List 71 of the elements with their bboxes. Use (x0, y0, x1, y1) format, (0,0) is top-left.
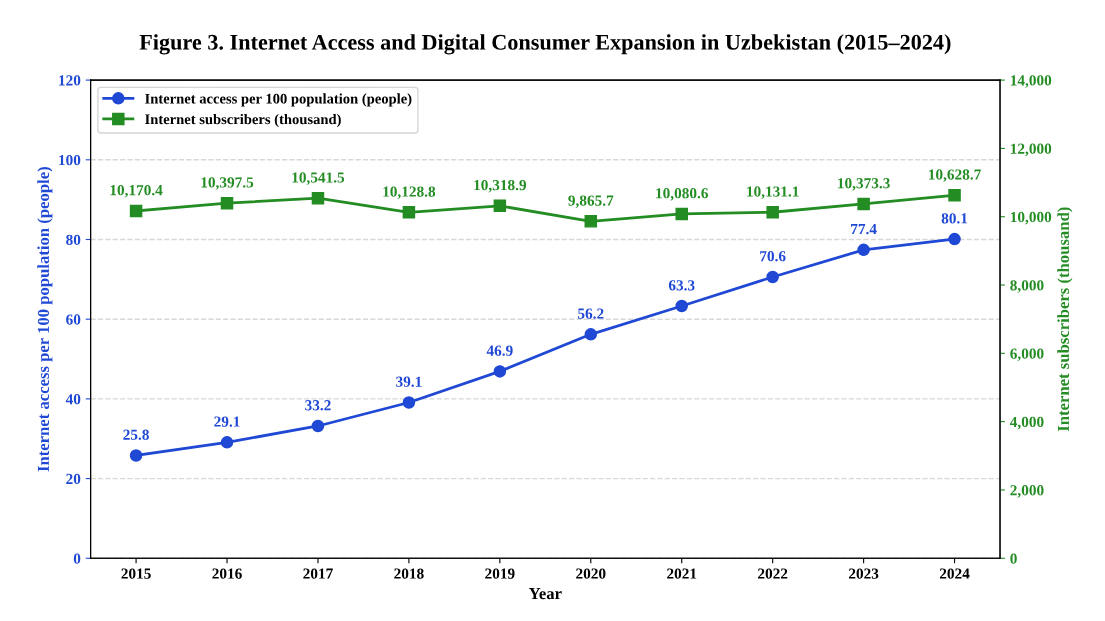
x-tick-label: 2017 (303, 568, 333, 579)
y2-tick-label: 4,000 (1009, 416, 1044, 430)
data-label: 10,397.5 (201, 177, 254, 190)
y2-axis-title: Internet subscribers (thousand) (1057, 207, 1073, 432)
y2-tick-label: 8,000 (1010, 280, 1044, 293)
y2-tick-label: 0 (1010, 553, 1017, 564)
point (311, 191, 325, 205)
x-tick-label: 2022 (758, 568, 788, 579)
point (948, 189, 961, 202)
point (675, 299, 688, 313)
chart-title: Figure 3. Internet Access and Digital Consumer Expansion in Uzbekistan (2015–2024) (139, 34, 951, 55)
data-label: 10,131.1 (747, 186, 799, 199)
data-label: 29.1 (214, 416, 240, 427)
data-label: 39.1 (396, 376, 422, 387)
y2-tick-label: 10,000 (1010, 211, 1052, 225)
x-axis-title: Year (528, 588, 562, 600)
x-tick-label: 2021 (667, 568, 697, 579)
y2-tick-label: 6,000 (1010, 348, 1044, 362)
x-tick-label: 2020 (576, 568, 606, 579)
data-label: 46.9 (486, 345, 513, 356)
point (584, 328, 598, 341)
x-tick-label: 2023 (848, 568, 879, 579)
y-axis-title: Internet access per 100 population (people) (37, 167, 53, 472)
point (766, 206, 779, 219)
point (129, 204, 143, 218)
data-label: 10,541.5 (292, 172, 345, 185)
point (220, 436, 234, 449)
data-label: 33.2 (305, 400, 331, 411)
point (402, 206, 416, 219)
legend-label: Internet subscribers (thousand) (145, 113, 341, 128)
y2-tick-label: 14,000 (1010, 75, 1052, 88)
data-label: 77.4 (851, 224, 877, 235)
data-label: 10,080.6 (656, 188, 709, 201)
point (675, 207, 688, 221)
x-tick-label: 2024 (939, 568, 970, 579)
point (493, 365, 507, 378)
data-label: 70.6 (760, 251, 786, 262)
data-label: 25.8 (123, 429, 149, 440)
data-label: 10,128.8 (383, 186, 436, 199)
y-tick-label: 0 (73, 553, 81, 564)
point (857, 197, 870, 211)
x-tick-label: 2019 (485, 568, 515, 579)
y2-tick-label: 2,000 (1010, 485, 1044, 498)
point (311, 419, 325, 433)
y-tick-label: 80 (66, 234, 81, 245)
data-label: 56.2 (578, 308, 604, 319)
legend-label: Internet access per 100 population (people) (145, 93, 412, 107)
x-tick-label: 2016 (212, 568, 242, 579)
data-label: 10,170.4 (110, 185, 163, 198)
point (220, 196, 234, 210)
data-label: 10,373.3 (838, 178, 890, 191)
x-tick-label: 2015 (121, 568, 151, 579)
point (766, 270, 779, 284)
point (948, 232, 961, 246)
point (493, 199, 507, 213)
y2-tick-label: 12,000 (1010, 143, 1052, 157)
point (584, 215, 598, 228)
y-tick-label: 100 (59, 154, 81, 166)
point (402, 396, 416, 409)
y-tick-label: 20 (66, 473, 81, 485)
y-tick-label: 40 (65, 394, 81, 405)
x-tick-label: 2018 (394, 568, 424, 579)
point (857, 243, 870, 257)
data-label: 80.1 (941, 213, 968, 224)
data-label: 63.3 (668, 280, 695, 291)
data-label: 10,628.7 (929, 169, 981, 182)
y-tick-label: 120 (59, 75, 81, 86)
data-label: 10,318.9 (474, 179, 527, 193)
point (129, 449, 143, 462)
data-label: 9,865.7 (568, 195, 614, 208)
y-tick-label: 60 (66, 314, 81, 325)
